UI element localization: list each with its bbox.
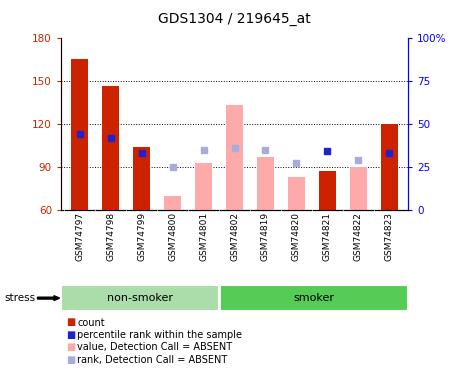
Bar (288, 177, 305, 210)
Text: non-smoker: non-smoker (107, 293, 173, 303)
Text: GSM74799: GSM74799 (137, 212, 146, 261)
Text: percentile rank within the sample: percentile rank within the sample (77, 330, 242, 340)
Text: stress: stress (5, 293, 36, 303)
Text: GSM74823: GSM74823 (385, 212, 394, 261)
Text: GSM74820: GSM74820 (292, 212, 301, 261)
Bar (71, 59, 88, 210)
Text: ■: ■ (66, 330, 75, 340)
Bar (133, 147, 150, 210)
Text: count: count (77, 318, 105, 327)
Bar (381, 124, 398, 210)
Text: smoker: smoker (293, 293, 334, 303)
Text: GSM74802: GSM74802 (230, 212, 239, 261)
Text: GSM74822: GSM74822 (354, 212, 363, 261)
Text: GSM74801: GSM74801 (199, 212, 208, 261)
Text: GSM74819: GSM74819 (261, 212, 270, 261)
Text: GSM74797: GSM74797 (75, 212, 84, 261)
Text: ■: ■ (66, 355, 75, 364)
Text: GSM74800: GSM74800 (168, 212, 177, 261)
Text: rank, Detection Call = ABSENT: rank, Detection Call = ABSENT (77, 355, 227, 364)
Bar (257, 157, 274, 210)
Text: ■: ■ (66, 342, 75, 352)
Bar (61, 285, 219, 311)
Text: value, Detection Call = ABSENT: value, Detection Call = ABSENT (77, 342, 233, 352)
Bar (319, 171, 336, 210)
Bar (350, 167, 367, 210)
Text: ■: ■ (66, 318, 75, 327)
Bar (226, 105, 243, 210)
Text: GSM74798: GSM74798 (106, 212, 115, 261)
Text: GSM74821: GSM74821 (323, 212, 332, 261)
Bar (219, 285, 408, 311)
Bar (102, 86, 119, 210)
Text: GDS1304 / 219645_at: GDS1304 / 219645_at (158, 12, 311, 26)
Bar (195, 163, 212, 210)
Bar (164, 196, 181, 210)
